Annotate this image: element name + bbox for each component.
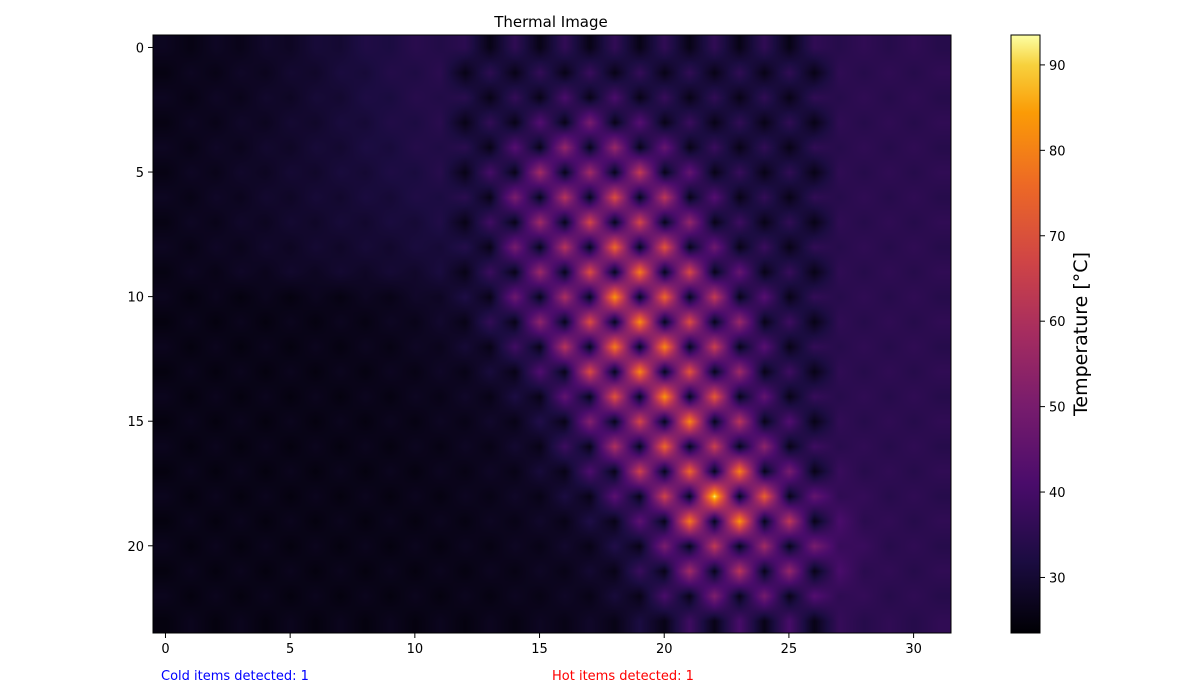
x-tick-label: 10	[407, 642, 424, 657]
cold-items-status: Cold items detected: 1	[161, 669, 309, 684]
colorbar: 30 40 50 60 70 80 90 Temperature [°C]	[1010, 34, 1092, 634]
colorbar-frame	[1010, 34, 1041, 634]
y-tick-label: 0	[136, 41, 144, 56]
y-tick-label: 20	[127, 540, 144, 555]
colorbar-gradient	[1011, 35, 1040, 633]
x-tick-label: 5	[286, 642, 294, 657]
x-tick-label: 15	[531, 642, 548, 657]
colorbar-tick-label: 80	[1049, 144, 1066, 159]
heatmap-image	[153, 35, 951, 633]
chart-title: Thermal Image	[493, 13, 608, 31]
y-tick-label: 15	[127, 415, 144, 430]
colorbar-tick-label: 30	[1049, 571, 1066, 586]
colorbar-tick-label: 50	[1049, 401, 1066, 416]
y-tick-label: 5	[136, 166, 144, 181]
heatmap-plot-area	[152, 34, 952, 634]
y-tick-label: 10	[127, 291, 144, 306]
y-axis: 0 5 10 15 20	[127, 41, 153, 555]
colorbar-label: Temperature [°C]	[1070, 252, 1092, 417]
colorbar-tick-label: 90	[1049, 59, 1066, 74]
x-axis: 0 5 10 15 20 25 30	[161, 633, 922, 657]
colorbar-tick-label: 40	[1049, 486, 1066, 501]
x-tick-label: 30	[905, 642, 922, 657]
colorbar-tick-label: 70	[1049, 230, 1066, 245]
hot-items-status: Hot items detected: 1	[552, 669, 694, 684]
x-tick-label: 25	[781, 642, 798, 657]
x-tick-label: 20	[656, 642, 673, 657]
x-tick-label: 0	[161, 642, 169, 657]
colorbar-tick-label: 60	[1049, 315, 1066, 330]
plot-frame	[152, 34, 952, 634]
